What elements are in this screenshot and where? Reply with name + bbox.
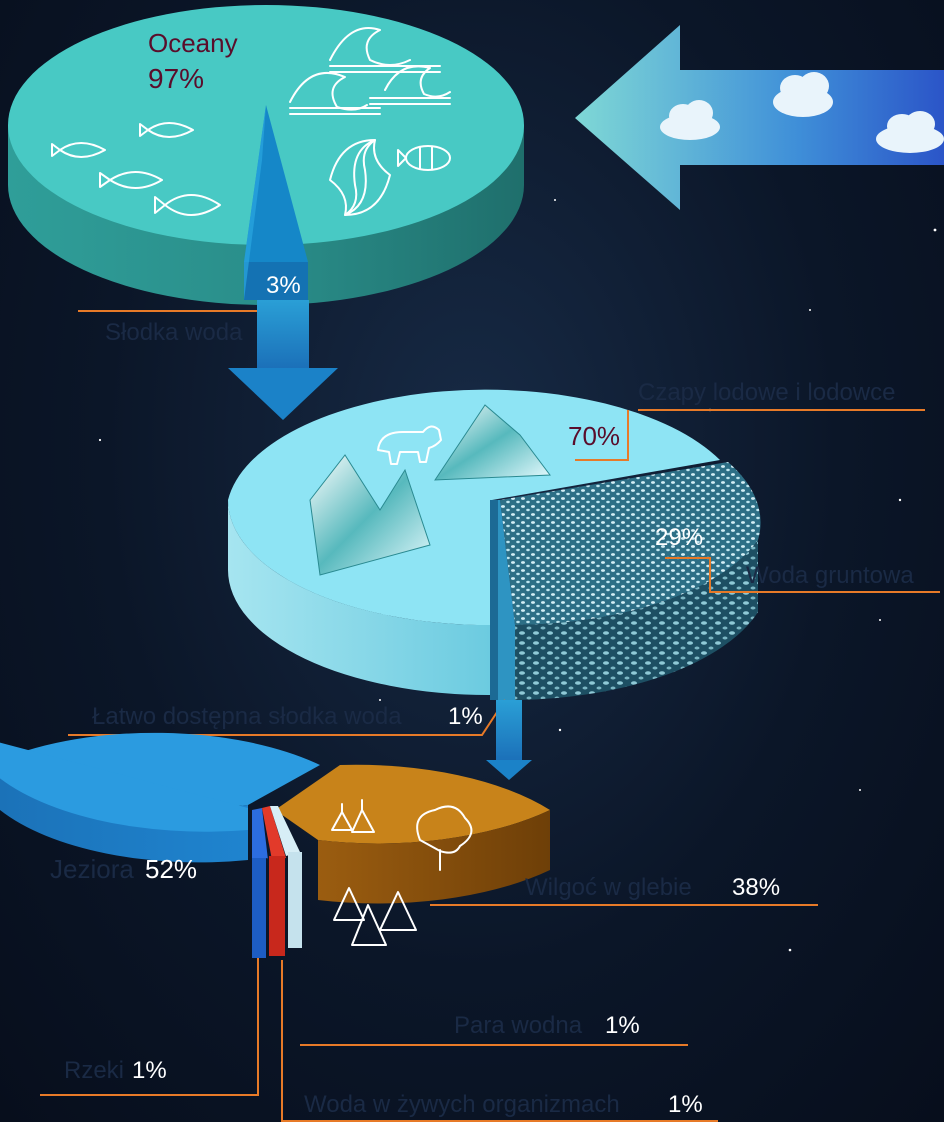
pie-slice-groundwater — [500, 462, 761, 625]
dolphin-icon — [329, 139, 391, 216]
label-fresh-name: Słodka woda — [105, 319, 243, 346]
leader-groundwater — [665, 557, 940, 593]
label-ground-pct: 29% — [655, 524, 703, 551]
wave-icon — [289, 27, 451, 115]
leader-rivers — [40, 958, 259, 1096]
label-access-pct: 1% — [448, 703, 483, 730]
label-soil-name: Wilgoć w glebie — [525, 874, 692, 901]
down-arrow-icon — [228, 300, 338, 420]
label-ice-name: Czapy lodowe i lodowce — [638, 379, 895, 406]
label-lakes-pct: 52% — [145, 854, 197, 884]
label-oceans-name: Oceany — [148, 28, 238, 58]
label-vapor-pct: 1% — [605, 1012, 640, 1039]
iceberg-icon — [309, 404, 551, 576]
label-rivers-pct: 1% — [132, 1057, 167, 1084]
clownfish-icon — [397, 145, 451, 171]
label-access-name: Łatwo dostępna słodka woda — [92, 703, 402, 730]
label-soil-pct: 38% — [732, 874, 780, 901]
cloud-icon — [876, 111, 944, 153]
pie-slice-fresh-water — [244, 105, 308, 300]
cloud-icon — [773, 72, 833, 117]
pine-trees-icon — [331, 799, 417, 946]
label-ground-name: Woda gruntowa — [746, 562, 914, 589]
label-lakes-name: Jeziora — [50, 854, 134, 884]
accessible-pie — [0, 732, 550, 958]
pie-slice-soil — [275, 764, 550, 844]
pie-slice-biology — [262, 806, 286, 860]
label-oceans-pct: 97% — [148, 63, 204, 94]
cloud-icon — [660, 100, 720, 140]
label-vapor-name: Para wodna — [454, 1012, 583, 1039]
pie-slice-rivers — [252, 808, 268, 860]
label-fresh-pct: 3% — [266, 272, 301, 299]
polar-bear-icon — [377, 425, 442, 465]
down-arrow-icon — [486, 700, 532, 780]
label-rivers-name: Rzeki — [64, 1057, 124, 1084]
pie-slice-vapor — [270, 806, 300, 856]
label-ice-pct: 70% — [568, 421, 620, 451]
fish-icon — [51, 122, 221, 216]
tree-icon — [416, 805, 473, 871]
evaporation-arrow-icon — [575, 25, 944, 210]
label-bio-pct: 1% — [668, 1091, 703, 1118]
leader-ice-caps — [575, 410, 629, 461]
label-bio-name: Woda w żywych organizmach — [304, 1091, 620, 1118]
